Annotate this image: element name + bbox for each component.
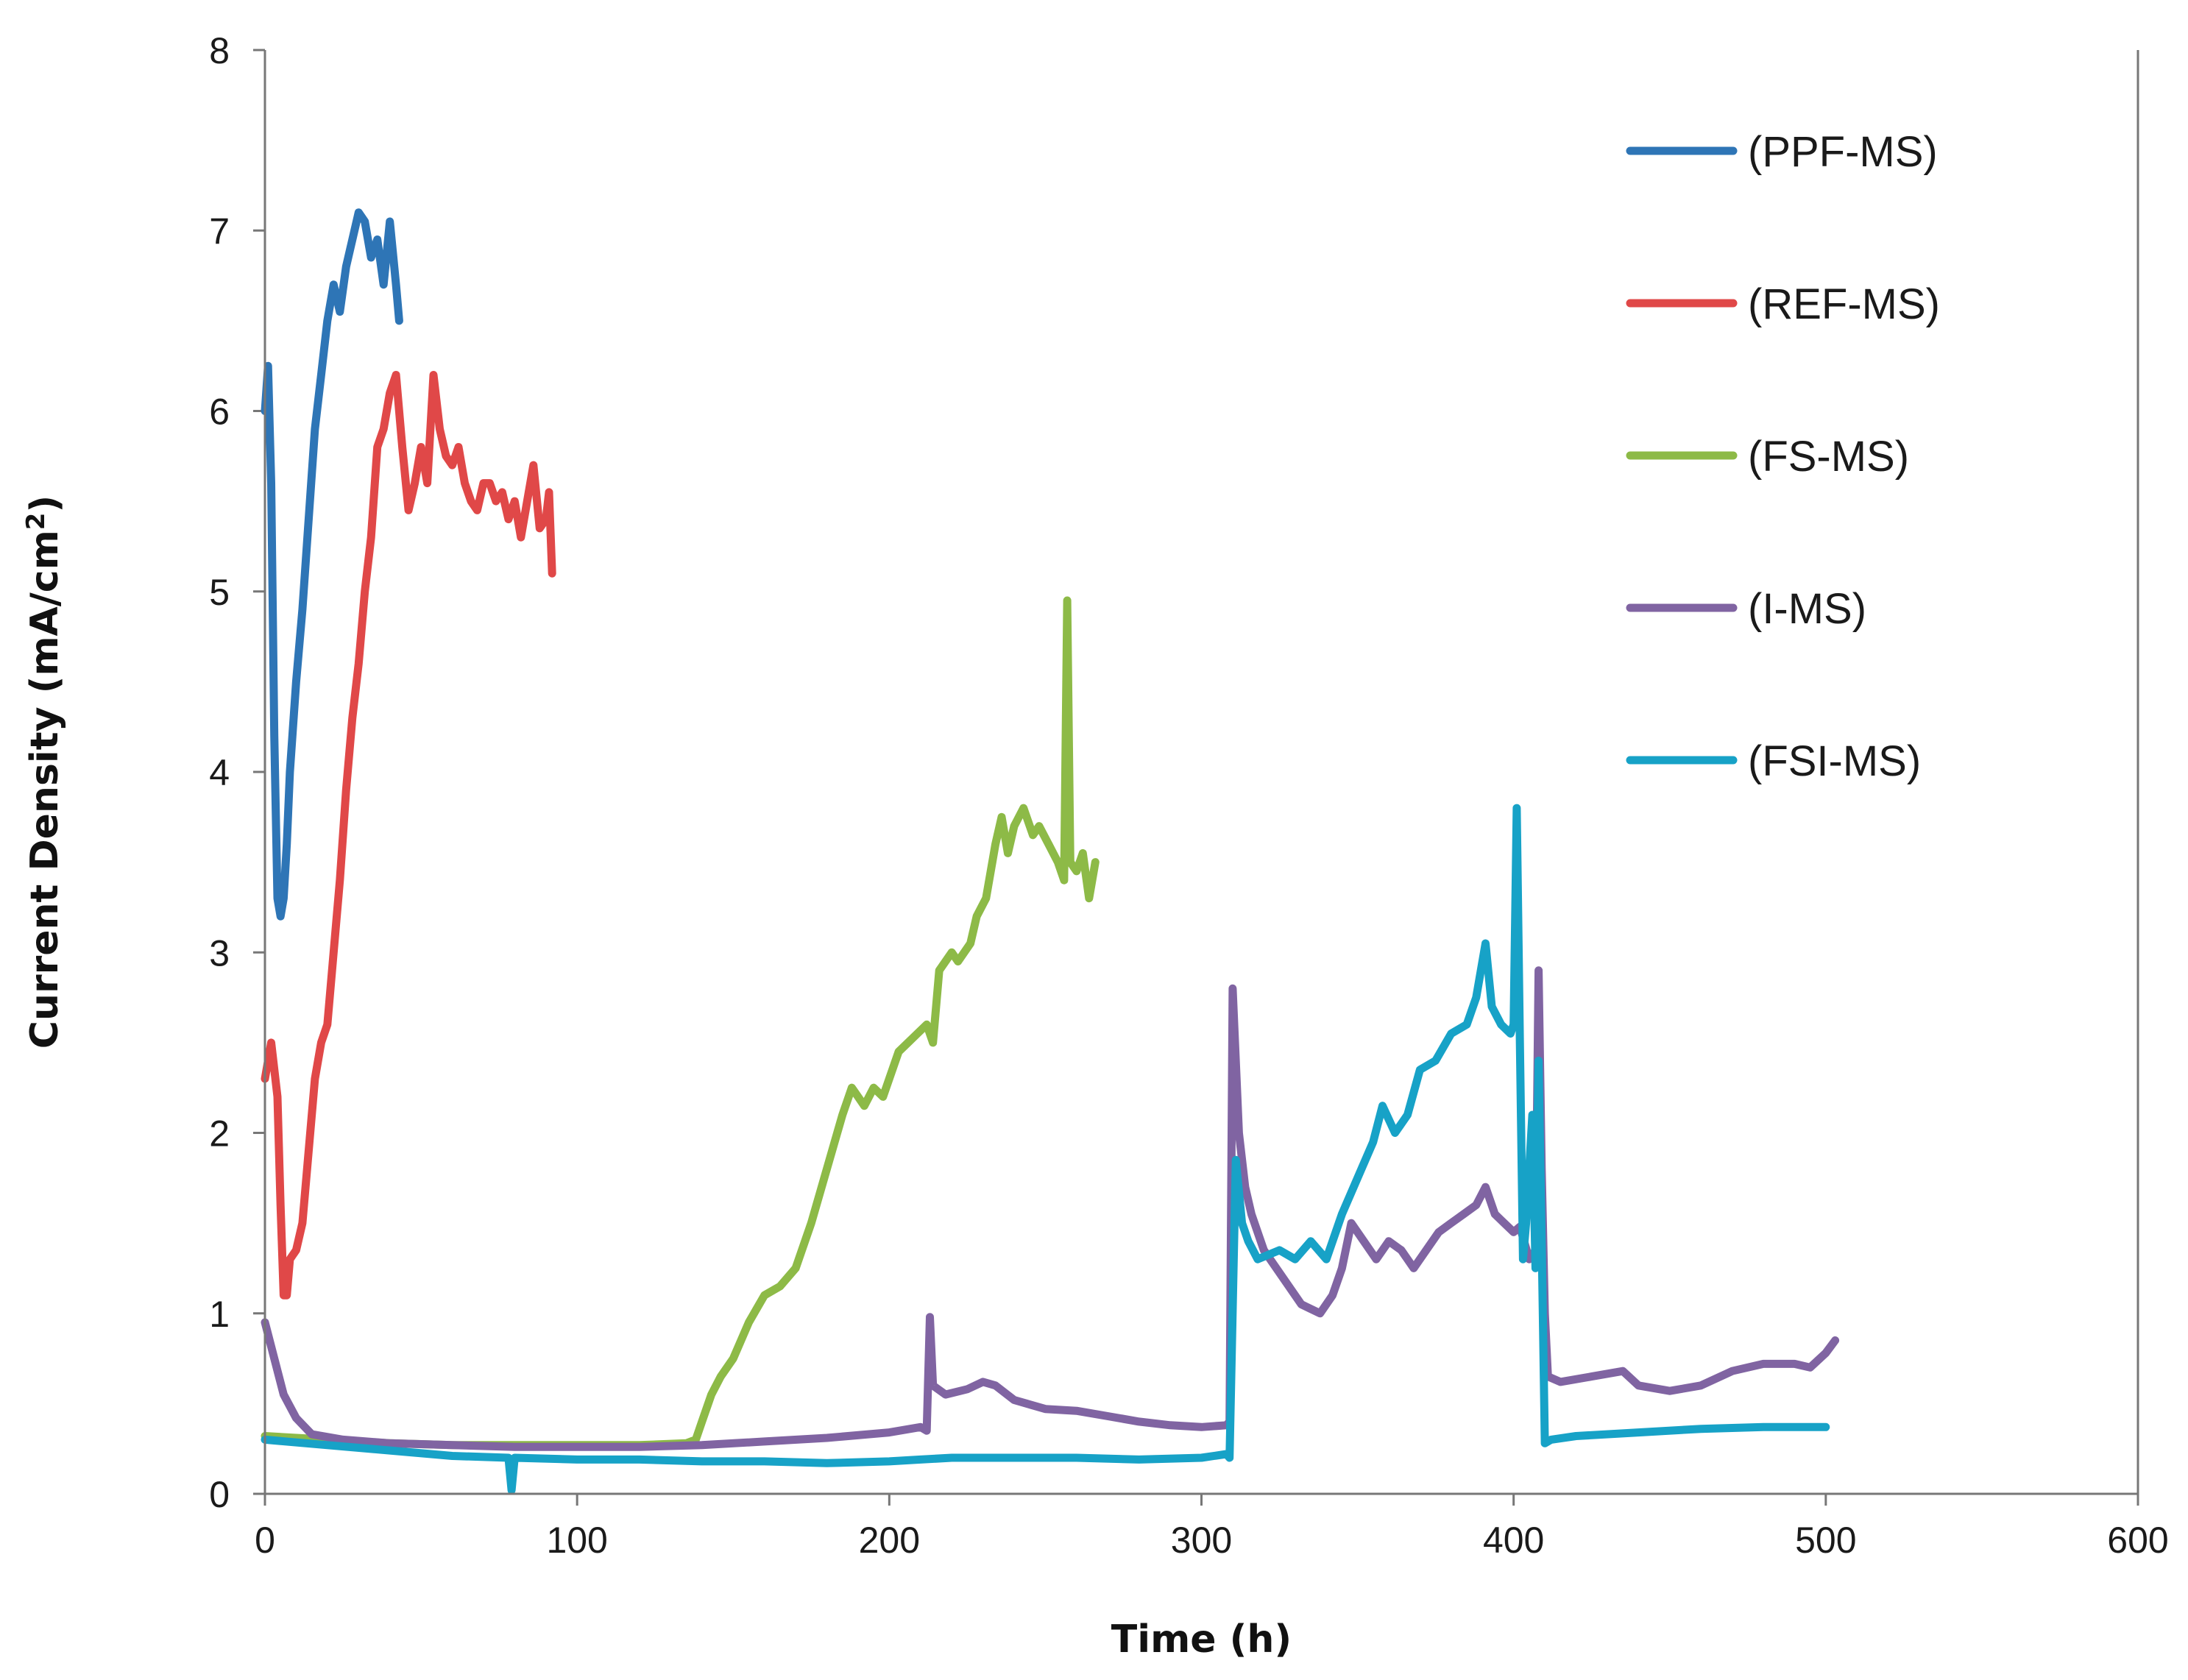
y-axis-title: Current Density (mA/cm2) xyxy=(21,495,67,1049)
y-axis-title-main: Current Density (mA/cm xyxy=(23,530,67,1049)
x-tick-label: 500 xyxy=(1795,1520,1856,1561)
y-tick-label: 8 xyxy=(209,30,230,71)
series-line-3 xyxy=(261,596,1100,1450)
y-tick-label: 2 xyxy=(209,1113,230,1155)
y-tick-label: 5 xyxy=(209,572,230,613)
y-axis-title-superscript: 2 xyxy=(21,513,51,531)
legend-label-4: (I-MS) xyxy=(1748,585,1866,633)
y-tick-label: 3 xyxy=(209,932,230,974)
x-tick-label: 100 xyxy=(546,1520,607,1561)
series-line-5 xyxy=(261,804,1830,1495)
x-tick-label: 600 xyxy=(2107,1520,2168,1561)
series-layer xyxy=(261,208,1840,1495)
legend: (PPF-MS) (REF-MS) (FS-MS) (I-MS) (FSI-MS) xyxy=(1626,128,1940,785)
y-tick-label: 4 xyxy=(209,752,230,793)
y-tick-label: 7 xyxy=(209,210,230,252)
x-tick-label: 300 xyxy=(1171,1520,1232,1561)
legend-label-2: (REF-MS) xyxy=(1748,280,1940,328)
legend-label-1: (PPF-MS) xyxy=(1748,128,1938,176)
legend-label-5: (FSI-MS) xyxy=(1748,737,1921,785)
x-tick-label: 400 xyxy=(1483,1520,1544,1561)
x-tick-label: 200 xyxy=(859,1520,920,1561)
axes-layer xyxy=(263,50,2139,1495)
x-axis-title: Time (h) xyxy=(1111,1617,1292,1662)
y-tick-label: 6 xyxy=(209,391,230,433)
legend-label-3: (FS-MS) xyxy=(1748,433,1909,481)
y-tick-label: 1 xyxy=(209,1294,230,1335)
series-line-2 xyxy=(261,371,556,1300)
x-tick-label: 0 xyxy=(255,1520,275,1561)
tick-layer: 0 1 2 3 4 5 6 7 8 0 100 200 300 400 500 600 xyxy=(209,30,2169,1561)
y-axis-title-close: ) xyxy=(23,495,67,513)
y-tick-label: 0 xyxy=(209,1474,230,1515)
series-line-1 xyxy=(261,208,403,921)
